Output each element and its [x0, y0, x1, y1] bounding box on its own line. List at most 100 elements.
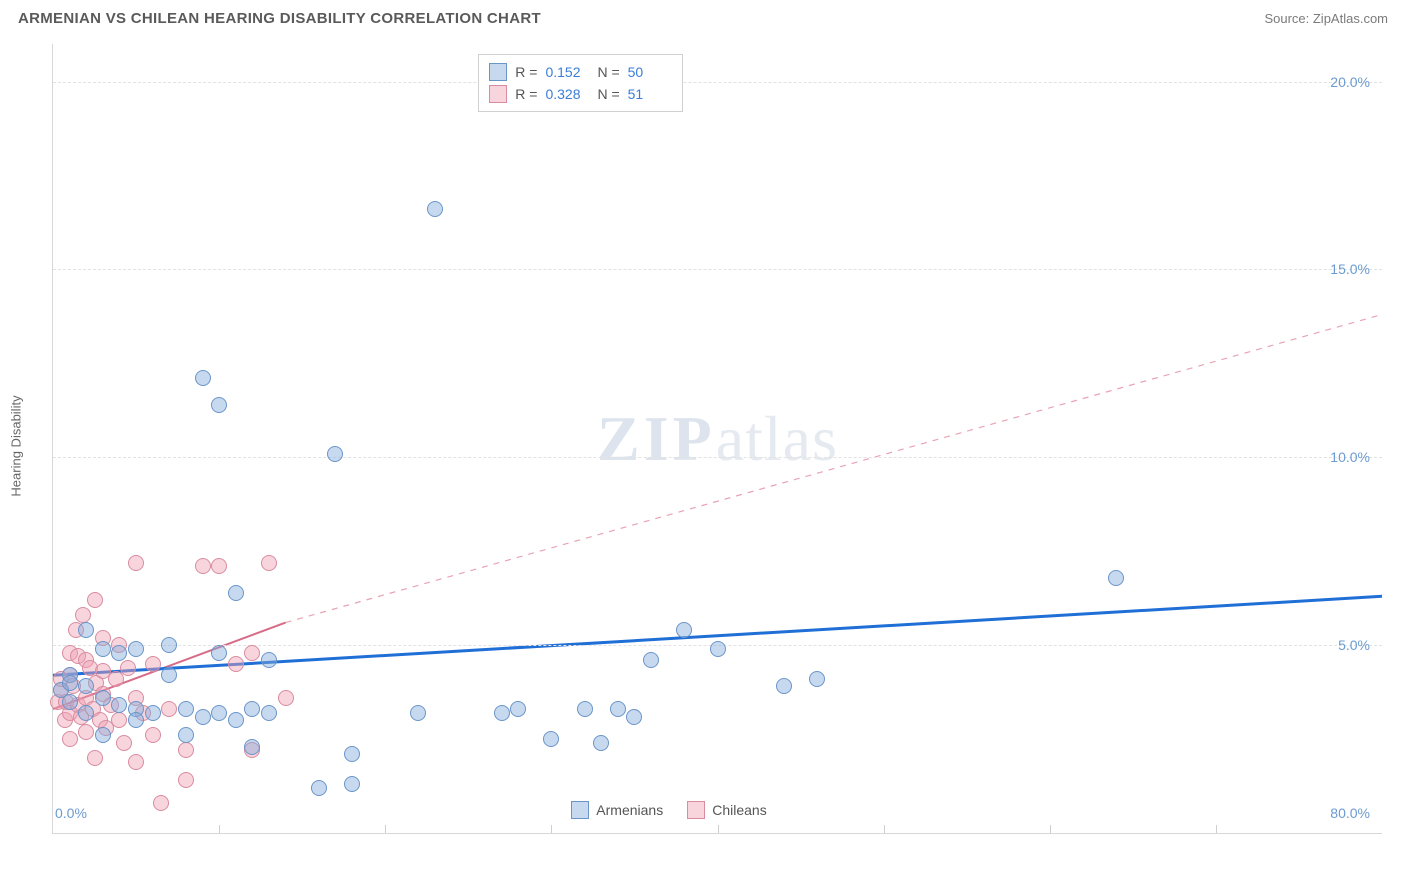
- y-axis-label: Hearing Disability: [9, 395, 24, 496]
- chileans-point: [120, 660, 136, 676]
- r-label: R =: [515, 64, 537, 80]
- chileans-point: [78, 724, 94, 740]
- scatter-chart-area: ZIPatlas 5.0%10.0%15.0%20.0%0.0%80.0%R =…: [52, 44, 1382, 834]
- armenians-point: [95, 641, 111, 657]
- correlation-legend-row: R =0.152N =50: [489, 61, 671, 83]
- x-tick: [551, 825, 552, 833]
- armenians-point: [178, 727, 194, 743]
- chileans-point: [278, 690, 294, 706]
- armenians-point: [128, 712, 144, 728]
- armenians-point: [311, 780, 327, 796]
- chileans-point: [128, 555, 144, 571]
- series-legend-item: Armenians: [571, 801, 663, 819]
- armenians-point: [427, 201, 443, 217]
- legend-swatch: [571, 801, 589, 819]
- x-tick-label: 0.0%: [55, 805, 87, 821]
- x-tick: [884, 825, 885, 833]
- header: ARMENIAN VS CHILEAN HEARING DISABILITY C…: [0, 0, 1406, 33]
- chileans-point: [195, 558, 211, 574]
- armenians-point: [261, 652, 277, 668]
- correlation-legend-row: R = 0.328 N = 51: [489, 83, 671, 105]
- chileans-point: [145, 727, 161, 743]
- chileans-point: [87, 592, 103, 608]
- legend-swatch: [489, 63, 507, 81]
- legend-swatch: [489, 85, 507, 103]
- armenians-point: [78, 705, 94, 721]
- n-label: N =: [597, 64, 619, 80]
- armenians-point: [145, 705, 161, 721]
- armenians-point: [128, 641, 144, 657]
- x-tick: [219, 825, 220, 833]
- gridline: [53, 269, 1382, 270]
- r-value: 0.328: [545, 86, 589, 102]
- watermark-zip: ZIP: [597, 403, 716, 474]
- series-legend-item: Chileans: [687, 801, 766, 819]
- chileans-point: [153, 795, 169, 811]
- chileans-point: [116, 735, 132, 751]
- armenians-point: [344, 776, 360, 792]
- x-tick: [385, 825, 386, 833]
- armenians-point: [494, 705, 510, 721]
- armenians-point: [111, 697, 127, 713]
- n-value: 51: [628, 86, 672, 102]
- watermark-atlas: atlas: [716, 403, 838, 474]
- armenians-point: [676, 622, 692, 638]
- chileans-point: [75, 607, 91, 623]
- series-label: Chileans: [712, 802, 766, 818]
- armenians-point: [95, 690, 111, 706]
- series-legend: Armenians Chileans: [571, 801, 766, 819]
- chileans-point: [178, 742, 194, 758]
- armenians-point: [78, 678, 94, 694]
- chileans-point: [261, 555, 277, 571]
- chileans-point: [111, 712, 127, 728]
- armenians-point: [593, 735, 609, 751]
- armenians-point: [776, 678, 792, 694]
- armenians-point: [410, 705, 426, 721]
- armenians-point: [577, 701, 593, 717]
- n-value: 50: [628, 64, 672, 80]
- chileans-point: [228, 656, 244, 672]
- chileans-point: [128, 754, 144, 770]
- armenians-point: [95, 727, 111, 743]
- armenians-point: [211, 645, 227, 661]
- n-label: N =: [597, 86, 619, 102]
- armenians-point: [195, 709, 211, 725]
- chart-title: ARMENIAN VS CHILEAN HEARING DISABILITY C…: [18, 10, 541, 27]
- armenians-point: [161, 637, 177, 653]
- r-label: R =: [515, 86, 537, 102]
- armenians-point: [228, 712, 244, 728]
- y-tick-label: 15.0%: [1330, 261, 1370, 277]
- armenians-point: [244, 701, 260, 717]
- correlation-legend: R =0.152N =50R =0.328N =51: [478, 54, 682, 112]
- armenians-point: [610, 701, 626, 717]
- armenians-point: [261, 705, 277, 721]
- series-label: Armenians: [596, 802, 663, 818]
- armenians-point: [211, 705, 227, 721]
- legend-swatch: [687, 801, 705, 819]
- watermark: ZIPatlas: [597, 402, 838, 476]
- chileans-point: [178, 772, 194, 788]
- armenians-point: [327, 446, 343, 462]
- armenians-point: [195, 370, 211, 386]
- chileans-point: [87, 750, 103, 766]
- armenians-point: [809, 671, 825, 687]
- armenians-point: [510, 701, 526, 717]
- chileans-point: [161, 701, 177, 717]
- chileans-point: [211, 558, 227, 574]
- armenians-point: [228, 585, 244, 601]
- armenians-point: [643, 652, 659, 668]
- x-tick: [718, 825, 719, 833]
- armenians-point: [111, 645, 127, 661]
- gridline: [53, 457, 1382, 458]
- armenians-point: [1108, 570, 1124, 586]
- x-tick: [1050, 825, 1051, 833]
- armenians-point: [710, 641, 726, 657]
- y-tick-label: 20.0%: [1330, 74, 1370, 90]
- y-tick-label: 10.0%: [1330, 449, 1370, 465]
- gridline: [53, 82, 1382, 83]
- armenians-point: [62, 675, 78, 691]
- armenians-point: [161, 667, 177, 683]
- x-tick-label: 80.0%: [1330, 805, 1370, 821]
- chileans-point: [62, 731, 78, 747]
- armenians-point: [78, 622, 94, 638]
